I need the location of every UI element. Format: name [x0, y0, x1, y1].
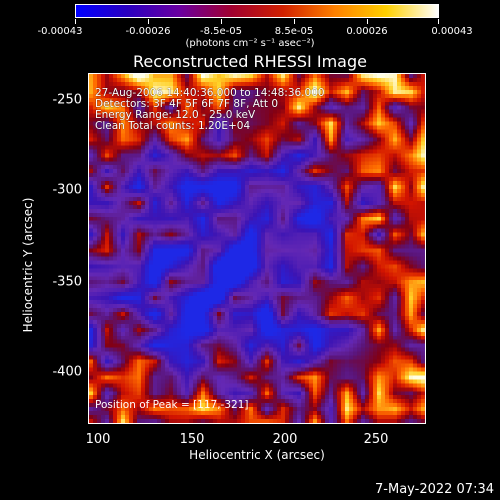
- colorbar-tick: [367, 19, 368, 24]
- x-tick-label: 150: [179, 432, 205, 447]
- energy-range-text: Energy Range: 12.0 - 25.0 keV: [95, 109, 256, 121]
- x-tick-label: 200: [272, 432, 298, 447]
- plot-title: Reconstructed RHESSI Image: [133, 52, 367, 71]
- colorbar-label: 8.5e-05: [274, 26, 314, 37]
- colorbar-label: -8.5e-05: [200, 26, 242, 37]
- x-tick-label: 250: [363, 432, 389, 447]
- colorbar-label: -0.00026: [125, 26, 171, 37]
- colorbar-tick: [294, 19, 295, 24]
- y-tick-label: -400: [52, 364, 82, 380]
- x-axis-label: Heliocentric X (arcsec): [189, 448, 325, 462]
- colorbar-label: -0.00043: [37, 26, 83, 37]
- rhessi-image-heatmap: [89, 74, 425, 423]
- colorbar-label: 0.00026: [346, 26, 388, 37]
- colorbar-tick: [438, 19, 439, 24]
- colorbar-units: (photons cm⁻² s⁻¹ asec⁻²): [185, 38, 315, 49]
- colorbar-tick: [148, 19, 149, 24]
- peak-position-text: Position of Peak = [117,-321]: [95, 399, 249, 411]
- y-tick-label: -300: [52, 182, 82, 198]
- colorbar-label: 0.00043: [431, 26, 473, 37]
- colorbar-tick: [75, 19, 76, 24]
- y-tick-label: -350: [52, 274, 82, 290]
- x-tick-label: 100: [85, 432, 111, 447]
- time-range-text: 27-Aug-2006 14:40:36.000 to 14:48:36.000: [95, 87, 325, 99]
- detectors-text: Detectors: 3F 4F 5F 6F 7F 8F, Att 0: [95, 98, 279, 110]
- y-axis-label: Heliocentric Y (arcsec): [21, 197, 35, 333]
- y-tick-label: -250: [52, 92, 82, 108]
- colorbar: [75, 4, 439, 18]
- colorbar-tick: [221, 19, 222, 24]
- image-plot[interactable]: 27-Aug-2006 14:40:36.000 to 14:48:36.000…: [88, 73, 426, 424]
- timestamp: 7-May-2022 07:34: [375, 482, 494, 497]
- clean-counts-text: Clean Total counts: 1.20E+04: [95, 120, 251, 132]
